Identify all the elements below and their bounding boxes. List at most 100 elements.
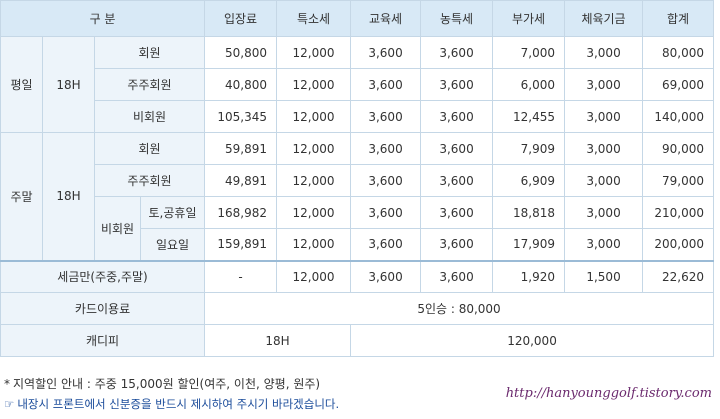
cell: 12,000 [276, 196, 352, 229]
table-row: 캐디피 18H 120,000 [0, 324, 714, 357]
header-row: 구 분 입장료 특소세 교육세 농특세 부가세 체육기금 합계 [0, 0, 714, 37]
cell: 3,600 [420, 100, 494, 133]
cell: 12,000 [276, 36, 352, 69]
cell: 12,000 [276, 164, 352, 197]
cell: 12,000 [276, 228, 352, 261]
header-total: 합계 [642, 0, 714, 37]
cell: 3,000 [564, 164, 644, 197]
header-sports-fund: 체육기금 [564, 0, 644, 37]
cell: 3,600 [420, 132, 494, 165]
cell: 3,600 [420, 164, 494, 197]
member-type: 비회원 [93, 100, 206, 133]
header-vat: 부가세 [492, 0, 566, 37]
cell: 17,909 [492, 228, 566, 261]
cell: 3,600 [350, 68, 422, 101]
cell: 3,000 [564, 196, 644, 229]
cell: 12,000 [276, 100, 352, 133]
cell: 3,600 [420, 196, 494, 229]
cell: 7,000 [492, 36, 566, 69]
cell: 7,909 [492, 132, 566, 165]
cell: 12,000 [276, 259, 352, 293]
day-type: 토,공휴일 [139, 196, 206, 229]
cell: 210,000 [642, 196, 714, 229]
cell: 3,600 [350, 132, 422, 165]
cell: 3,600 [350, 164, 422, 197]
discount-note: * 지역할인 안내 : 주중 15,000원 할인(여주, 이천, 양평, 원주) [4, 374, 339, 394]
member-type: 주주회원 [93, 164, 206, 197]
table-row: 세금만(주중,주말) - 12,000 3,600 3,600 1,920 1,… [0, 259, 714, 293]
table-row: 비회원 105,345 12,000 3,600 3,600 12,455 3,… [1, 100, 714, 133]
cell: 3,000 [564, 132, 644, 165]
cell: 79,000 [642, 164, 714, 197]
day-type: 일요일 [139, 228, 206, 261]
weekday-label: 평일 [0, 36, 43, 133]
pointing-hand-icon: ☞ [4, 397, 15, 411]
cell: 69,000 [642, 68, 714, 101]
cell: 105,345 [204, 100, 278, 133]
cell: 50,800 [204, 36, 278, 69]
cell: 3,000 [564, 68, 644, 101]
cell: 90,000 [642, 132, 714, 165]
cell: 3,000 [564, 36, 644, 69]
caddie-holes: 18H [204, 324, 352, 357]
cell: 1,920 [492, 259, 566, 293]
cell: 3,600 [350, 259, 422, 293]
asterisk-bullet: * [4, 377, 10, 391]
discount-text: 지역할인 안내 : 주중 15,000원 할인(여주, 이천, 양평, 원주) [13, 377, 321, 391]
cell: 3,600 [420, 68, 494, 101]
cell: 159,891 [204, 228, 278, 261]
cell: 6,909 [492, 164, 566, 197]
caddie-label: 캐디피 [0, 324, 206, 357]
cell: 12,000 [276, 68, 352, 101]
cell: 168,982 [204, 196, 278, 229]
cart-label: 카드이용료 [0, 292, 206, 325]
cell: 6,000 [492, 68, 566, 101]
cell: 12,455 [492, 100, 566, 133]
cell: 3,000 [564, 100, 644, 133]
table-row: 비회원 토,공휴일 168,982 12,000 3,600 3,600 18,… [1, 196, 714, 261]
cart-value: 5인승 : 80,000 [204, 292, 714, 325]
header-entry-fee: 입장료 [204, 0, 278, 37]
table-row: 평일 18H 회원 50,800 12,000 3,600 3,600 7,00… [0, 36, 714, 133]
tax-label: 세금만(주중,주말) [0, 259, 206, 293]
table-row: 주주회원 40,800 12,000 3,600 3,600 6,000 3,0… [1, 68, 714, 101]
cell: - [204, 259, 278, 293]
cell: 3,000 [564, 228, 644, 261]
blog-watermark: http://hanyounggolf.tistory.com [505, 386, 712, 401]
id-note-text: 내장시 프론트에서 신분증을 반드시 제시하여 주시기 바라겠습니다. [17, 397, 340, 411]
table-row: 일요일 159,891 12,000 3,600 3,600 17,909 3,… [1, 228, 714, 261]
header-rural-tax: 농특세 [420, 0, 494, 37]
weekend-holes: 18H [42, 132, 95, 261]
cell: 3,600 [350, 100, 422, 133]
cell: 1,500 [564, 259, 644, 293]
cell: 3,600 [350, 228, 422, 261]
cell: 59,891 [204, 132, 278, 165]
caddie-value: 120,000 [350, 324, 714, 357]
cell: 3,600 [420, 36, 494, 69]
member-type: 회원 [93, 132, 206, 165]
cell: 40,800 [204, 68, 278, 101]
cell: 3,600 [420, 228, 494, 261]
header-education-tax: 교육세 [350, 0, 422, 37]
cell: 3,600 [350, 196, 422, 229]
id-note: ☞ 내장시 프론트에서 신분증을 반드시 제시하여 주시기 바라겠습니다. [4, 394, 339, 414]
cell: 18,818 [492, 196, 566, 229]
table-row: 주말 18H 회원 59,891 12,000 3,600 3,600 7,90… [0, 132, 714, 261]
nonmember-label: 비회원 [94, 196, 141, 261]
cell: 49,891 [204, 164, 278, 197]
notes: * 지역할인 안내 : 주중 15,000원 할인(여주, 이천, 양평, 원주)… [4, 374, 339, 414]
weekday-holes: 18H [42, 36, 95, 133]
green-fee-table: 구 분 입장료 특소세 교육세 농특세 부가세 체육기금 합계 평일 18H 회… [0, 0, 714, 357]
table-row: 카드이용료 5인승 : 80,000 [0, 292, 714, 325]
header-category: 구 분 [0, 0, 206, 37]
cell: 140,000 [642, 100, 714, 133]
cell: 3,600 [350, 36, 422, 69]
header-special-tax: 특소세 [276, 0, 352, 37]
member-type: 주주회원 [93, 68, 206, 101]
member-type: 회원 [93, 36, 206, 69]
cell: 12,000 [276, 132, 352, 165]
cell: 200,000 [642, 228, 714, 261]
table-row: 주주회원 49,891 12,000 3,600 3,600 6,909 3,0… [1, 164, 714, 197]
cell: 3,600 [420, 259, 494, 293]
cell: 80,000 [642, 36, 714, 69]
